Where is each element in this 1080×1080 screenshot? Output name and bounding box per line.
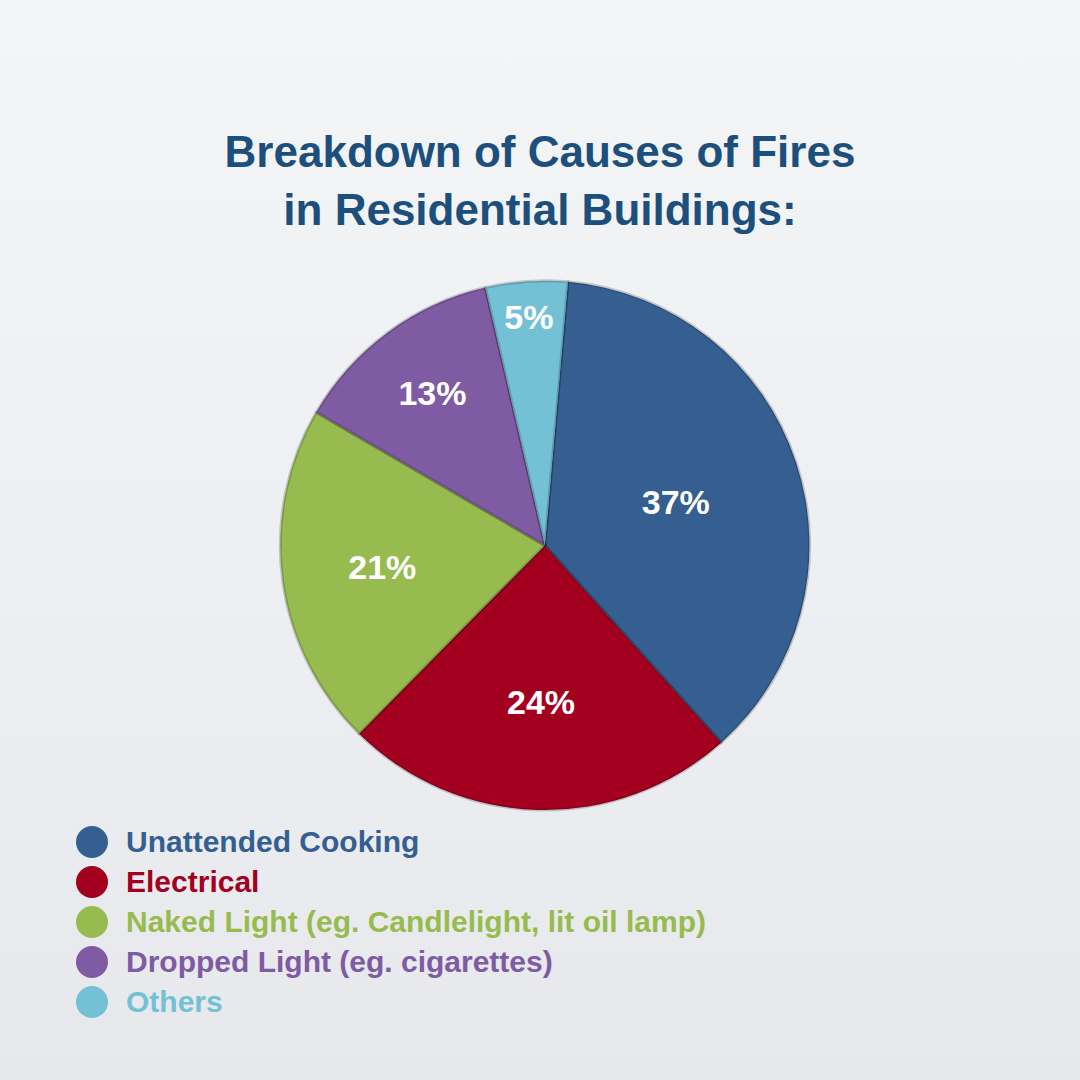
html-text:Others: Others — [126, 985, 223, 1018]
html-text:Electrical: Electrical — [126, 865, 260, 898]
svg-text:37%: 37% — [642, 483, 710, 521]
svg-text:Breakdown of Causes of Firesin: Breakdown of Causes of Firesin Residenti… — [225, 127, 856, 233]
html-text:Unattended Cooking: Unattended Cooking — [126, 825, 420, 858]
svg-text:5%: 5% — [504, 298, 553, 336]
html-text:Dropped Light (eg. cigarettes): Dropped Light (eg. cigarettes) — [126, 945, 553, 978]
html-text:Naked Light (eg. Candlelight,: Naked Light (eg. Candlelight, lit oil la… — [126, 905, 706, 938]
svg-text:24%: 24% — [507, 683, 575, 721]
svg-text:21%: 21% — [348, 548, 416, 586]
svg-text:13%: 13% — [398, 374, 466, 412]
